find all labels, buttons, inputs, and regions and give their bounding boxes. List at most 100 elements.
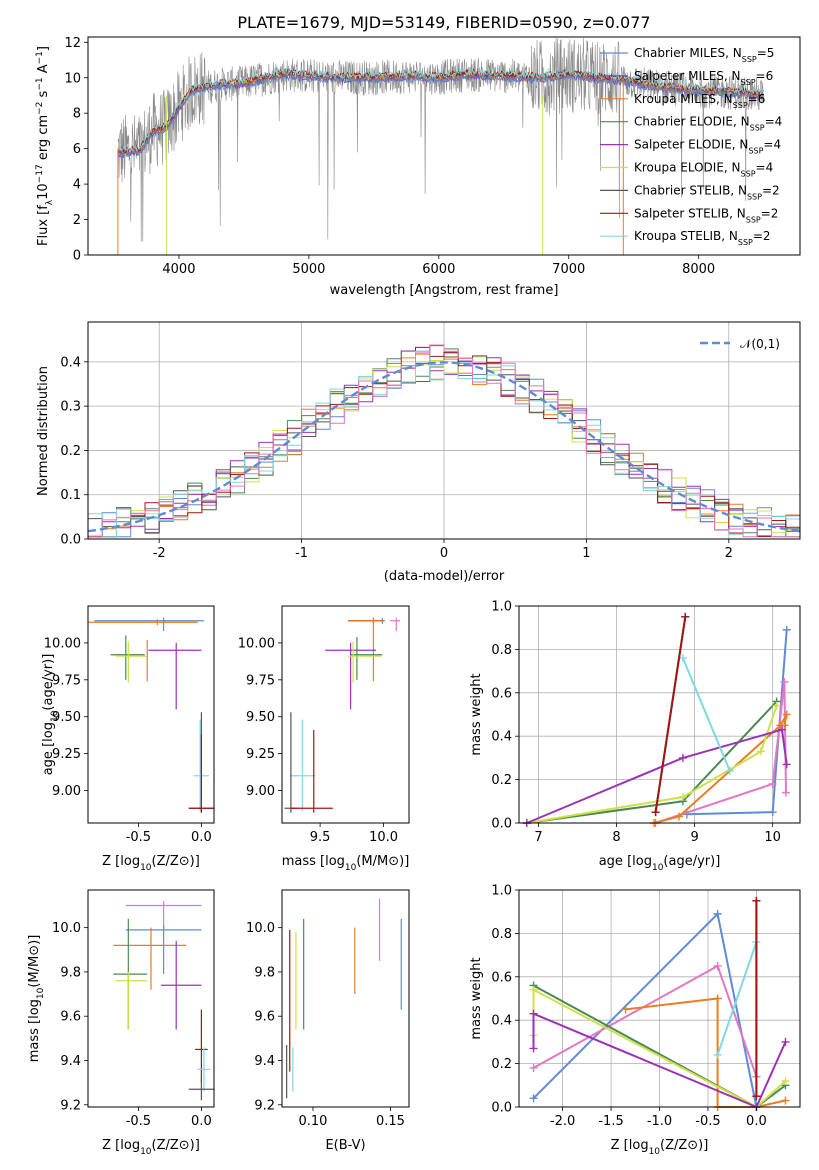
x-tick-label: 6000 [422,262,455,277]
y-axis-label: mass [log10(M/M⊙)] [27,935,46,1063]
x-axis-label: mass [log10(M/M⊙)] [282,854,410,873]
weight-line-8 [681,657,731,772]
weight-marker [713,909,722,918]
y-tick-label: 0.8 [491,643,512,658]
y-tick-label: 9.8 [60,965,81,980]
x-tick-label: 10.0 [369,830,398,845]
weight-marker [781,1096,790,1105]
y-tick-label: 9.2 [254,1098,275,1113]
x-tick-label: -0.5 [695,1114,720,1129]
plot-frame [87,889,215,1108]
weight-line-2 [653,714,788,824]
x-tick-label: 5000 [292,262,325,277]
legend-entry: Salpeter MILES, NSSP=6 [634,69,773,87]
y-axis-label: age [log10(age/yr)] [41,654,60,776]
y-tick-label: 9.00 [52,784,81,799]
y-tick-label: 0.2 [491,773,512,788]
y-tick-label: 9.75 [52,673,81,688]
legend-entry: Salpeter STELIB, NSSP=2 [634,206,778,224]
weight-marker [529,1009,538,1018]
x-tick-label: 8000 [682,262,715,277]
x-tick-label: 9 [690,830,698,845]
weight-marker [529,1063,538,1072]
y-tick-label: 0.2 [491,1057,512,1072]
mass-vs-extinction-panel: 0.10 0.15 9.2 9.4 9.6 9.8 10.0 E(B-V) [246,889,410,1153]
weight-marker [621,1005,630,1014]
residual-histogram-panel: -2 -1 0 1 2 0.0 0.1 0.2 0.3 0.4 (data-model)/error… [36,321,801,584]
weight-vs-metallicity-panel: -2.0 -1.5 -1.0 -0.5 0.0 0.0 0.2 0.4 0.6 0.8 1.0 Z [… [469,884,801,1157]
y-tick-label: 9.6 [60,1010,81,1025]
y-tick-label: 9.25 [246,747,275,762]
x-tick-label: -1.5 [598,1114,623,1129]
y-tick-label: 10.0 [246,921,275,936]
y-tick-label: 0.6 [491,686,512,701]
weight-marker [529,1044,538,1053]
weight-marker [713,1050,722,1059]
weight-marker [752,1092,761,1101]
weight-line-5 [526,705,778,824]
gaussian-reference-line [88,361,800,533]
x-tick-label: 2 [725,546,733,561]
plot-frame [518,605,801,824]
y-tick-label: 0.0 [491,817,512,832]
weight-marker [782,760,791,769]
weight-marker [780,721,789,730]
x-tick-label: -2.0 [550,1114,575,1129]
x-tick-label: 0.10 [298,1114,327,1129]
y-tick-label: 0.8 [491,927,512,942]
weight-marker [725,766,734,775]
y-tick-label: 9.2 [60,1098,81,1113]
x-tick-label: 9.5 [310,830,331,845]
y-tick-label: 10 [64,71,81,86]
y-tick-label: 4 [73,178,81,193]
weight-marker [782,710,791,719]
legend-entry: 𝒩(0,1) [740,337,780,351]
y-tick-label: 10.00 [44,636,81,651]
y-tick-label: 8 [73,107,81,122]
y-tick-label: 0.6 [491,970,512,985]
plot-frame [281,889,410,1108]
weight-marker [781,788,790,797]
weight-marker [781,1037,790,1046]
weight-marker [781,1076,790,1085]
weight-marker [529,985,538,994]
y-tick-label: 1.0 [491,600,512,615]
x-tick-label: 10 [764,830,781,845]
histogram-step-5 [88,356,800,536]
weight-line-0 [532,911,758,1108]
weight-marker [681,612,690,621]
legend-entry: Chabrier ELODIE, NSSP=4 [634,115,782,133]
y-tick-label: 2 [73,213,81,228]
weight-marker [768,779,777,788]
y-tick-label: 9.8 [254,965,275,980]
weight-marker [782,625,791,634]
y-tick-label: 9.4 [60,1054,81,1069]
x-tick-label: 0.15 [376,1114,405,1129]
y-tick-label: 0.0 [491,1101,512,1116]
y-tick-label: 0.4 [60,355,81,370]
legend-entry: Chabrier STELIB, NSSP=2 [634,183,780,201]
legend-entry: Chabrier MILES, NSSP=5 [634,46,774,64]
x-tick-label: 1 [582,546,590,561]
histogram-step-9 [88,344,800,538]
y-tick-label: 9.50 [246,710,275,725]
figure-title: PLATE=1679, MJD=53149, FIBERID=0590, z=0… [237,13,650,32]
weight-marker [675,812,684,821]
model-line-0 [117,73,764,159]
y-tick-label: 0.3 [60,400,81,415]
weight-marker [678,792,687,801]
weight-marker [529,1094,538,1103]
legend-entry: Kroupa MILES, NSSP=6 [634,92,765,110]
x-axis-label: wavelength [Angstrom, rest frame] [330,283,559,298]
y-tick-label: 0.0 [60,533,81,548]
spectrum-panel: 4000 5000 6000 7000 8000 0 2 4 6 8 10 12 wavelength … [35,36,801,298]
weight-marker [778,725,787,734]
x-axis-label: Z [log10(Z/Z⊙)] [102,1138,200,1157]
x-tick-label: -1 [295,546,308,561]
y-tick-label: 9.4 [254,1054,275,1069]
histograms [88,344,800,538]
weight-marker [678,654,687,663]
weight-marker [752,896,761,905]
weight-line-7 [654,616,687,813]
y-tick-label: 9.00 [246,784,275,799]
